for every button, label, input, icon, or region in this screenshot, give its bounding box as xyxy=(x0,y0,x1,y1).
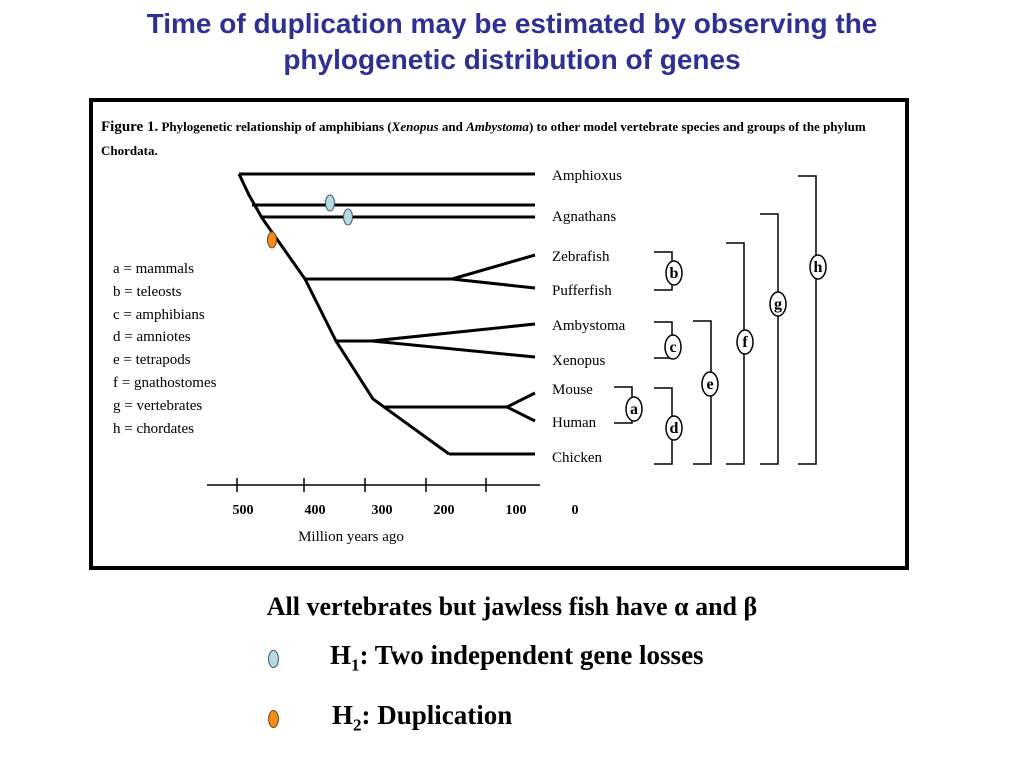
clade-oval-e xyxy=(701,371,719,397)
axis-tick-labels: 500 400 300 200 100 0 xyxy=(233,503,579,518)
bracket-g xyxy=(760,213,779,465)
clade-oval-a xyxy=(625,396,643,422)
figure-caption-label: Figure 1. xyxy=(101,119,159,135)
figure-caption: Figure 1. Phylogenetic relationship of a… xyxy=(101,115,891,163)
clade-letter-e: e xyxy=(706,376,713,393)
h1-marker xyxy=(268,650,279,668)
clade-oval-h xyxy=(809,254,827,280)
clade-oval-c xyxy=(664,334,682,360)
taxon-xenopus: Xenopus xyxy=(552,353,605,369)
branch-ambystoma xyxy=(371,322,536,343)
clade-letter-g: g xyxy=(774,296,782,313)
branch-mouse xyxy=(506,391,536,409)
axis-label-300: 300 xyxy=(372,503,393,518)
taxon-zebrafish: Zebrafish xyxy=(552,249,610,265)
alpha-symbol: α xyxy=(674,592,689,621)
clade-letters: a b c d e f g h xyxy=(630,259,823,437)
slide-title-line-2: phylogenetic distribution of genes xyxy=(283,44,741,75)
clade-letter-a: a xyxy=(630,401,638,418)
branch-pufferfish xyxy=(451,277,536,290)
branch-zebrafish xyxy=(451,253,536,281)
phylogenetic-tree: Amphioxus Agnathans Zebrafish Pufferfish… xyxy=(207,168,827,545)
clade-letter-badges xyxy=(625,254,827,441)
slide-title: Time of duplication may be estimated by … xyxy=(0,6,1024,78)
clade-letter-c: c xyxy=(669,339,676,356)
figure-caption-text-3: ) to other model vertebrate species and … xyxy=(101,119,866,158)
taxa-labels: Amphioxus Agnathans Zebrafish Pufferfish… xyxy=(552,168,626,466)
taxon-agnathans: Agnathans xyxy=(552,209,616,225)
clade-letter-b: b xyxy=(670,265,679,282)
axis-label-100: 100 xyxy=(506,503,527,518)
legend-item-b: b = teleosts xyxy=(113,283,182,300)
hypothesis-2-h: H xyxy=(332,700,354,730)
taxon-amphioxus: Amphioxus xyxy=(552,168,622,184)
taxon-mouse: Mouse xyxy=(552,382,593,398)
hypothesis-2-sub: 2 xyxy=(353,715,362,735)
legend-item-d: d = amniotes xyxy=(113,329,191,346)
tree-branches xyxy=(237,172,536,456)
beta-symbol: β xyxy=(743,592,758,621)
branch-xenopus xyxy=(371,339,536,359)
loss-marker-2 xyxy=(343,208,353,226)
figure-caption-text-1: Phylogenetic relationship of amphibians … xyxy=(158,119,392,134)
hypothesis-1-text: : Two independent gene losses xyxy=(359,640,704,670)
hypothesis-1-sub: 1 xyxy=(351,655,360,675)
clade-letter-d: d xyxy=(670,420,679,437)
branch-human xyxy=(506,405,536,423)
conclusion-prefix: All vertebrates but jawless fish have xyxy=(266,592,675,621)
clade-oval-f xyxy=(736,329,754,355)
figure-caption-ambystoma: Ambystoma xyxy=(466,119,529,134)
legend-item-h: h = chordates xyxy=(113,420,194,437)
legend-item-e: e = tetrapods xyxy=(113,352,191,369)
loss-marker-1 xyxy=(325,194,335,212)
hypothesis-2-text: : Duplication xyxy=(361,700,513,730)
axis-title: Million years ago xyxy=(298,529,404,545)
legend-item-g: g = vertebrates xyxy=(113,397,203,414)
taxon-chicken: Chicken xyxy=(552,450,602,466)
clade-letter-h: h xyxy=(814,259,823,276)
axis-label-500: 500 xyxy=(233,503,254,518)
conclusion-text: All vertebrates but jawless fish have α … xyxy=(0,592,1024,622)
axis-label-200: 200 xyxy=(434,503,455,518)
duplication-marker xyxy=(267,231,277,249)
slide-title-line-1: Time of duplication may be estimated by … xyxy=(146,8,878,39)
hypothesis-1-h: H xyxy=(330,640,352,670)
clade-brackets xyxy=(614,175,817,465)
clade-oval-d xyxy=(665,415,683,441)
figure-caption-xenopus: Xenopus xyxy=(391,119,439,134)
taxon-ambystoma: Ambystoma xyxy=(552,318,626,334)
clade-oval-g xyxy=(769,291,787,317)
figure-frame: Figure 1. Phylogenetic relationship of a… xyxy=(89,98,909,570)
axis-label-0: 0 xyxy=(572,503,579,518)
taxon-human: Human xyxy=(552,415,597,431)
legend-item-f: f = gnathostomes xyxy=(113,374,217,391)
clade-letter-f: f xyxy=(742,334,748,351)
time-axis xyxy=(207,478,540,492)
hypothesis-2: H2: Duplication xyxy=(332,700,512,735)
hypothesis-1: H1: Two independent gene losses xyxy=(330,640,704,675)
bracket-h xyxy=(798,175,817,465)
conclusion-middle: and xyxy=(688,592,744,621)
h2-marker xyxy=(268,710,279,728)
legend-item-c: c = amphibians xyxy=(113,306,205,323)
clade-legend: a = mammals b = teleosts c = amphibians … xyxy=(113,258,216,440)
figure-caption-text-2: and xyxy=(438,119,467,134)
clade-oval-b xyxy=(665,260,683,286)
taxon-pufferfish: Pufferfish xyxy=(552,283,612,299)
axis-label-400: 400 xyxy=(305,503,326,518)
legend-item-a: a = mammals xyxy=(113,261,194,277)
